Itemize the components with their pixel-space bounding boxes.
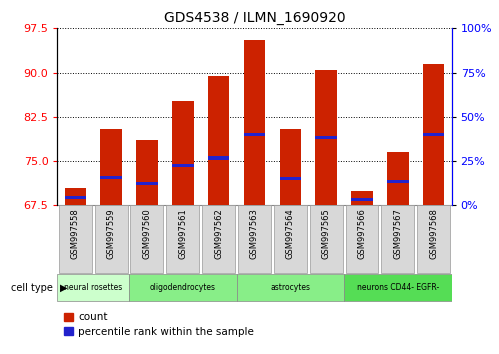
Bar (208, 156, 230, 160)
Bar (208, 75, 230, 205)
Bar (136, 182, 158, 185)
FancyBboxPatch shape (310, 205, 343, 273)
Text: ▶: ▶ (60, 282, 67, 293)
Bar (172, 164, 194, 167)
FancyBboxPatch shape (166, 205, 199, 273)
Bar (100, 176, 122, 179)
Bar (315, 70, 337, 205)
FancyBboxPatch shape (237, 274, 344, 301)
Bar (351, 198, 373, 201)
Bar (423, 64, 445, 205)
Bar (244, 133, 265, 136)
Bar (100, 129, 122, 205)
Text: astrocytes: astrocytes (270, 283, 310, 292)
Text: neurons CD44- EGFR-: neurons CD44- EGFR- (357, 283, 439, 292)
Legend: count, percentile rank within the sample: count, percentile rank within the sample (62, 312, 255, 338)
Bar (279, 177, 301, 181)
FancyBboxPatch shape (345, 205, 378, 273)
Bar (136, 141, 158, 205)
Bar (279, 129, 301, 205)
FancyBboxPatch shape (129, 274, 237, 301)
FancyBboxPatch shape (238, 205, 271, 273)
FancyBboxPatch shape (57, 274, 129, 301)
Bar (315, 136, 337, 139)
Text: GSM997561: GSM997561 (178, 208, 187, 259)
Text: GSM997562: GSM997562 (214, 208, 223, 259)
Text: GSM997563: GSM997563 (250, 208, 259, 259)
FancyBboxPatch shape (344, 274, 452, 301)
Bar (351, 190, 373, 205)
Bar (244, 40, 265, 205)
Bar (172, 101, 194, 205)
Text: GSM997565: GSM997565 (322, 208, 331, 259)
FancyBboxPatch shape (274, 205, 307, 273)
Text: GSM997560: GSM997560 (143, 208, 152, 259)
Text: oligodendrocytes: oligodendrocytes (150, 283, 216, 292)
Bar (387, 180, 409, 183)
FancyBboxPatch shape (417, 205, 450, 273)
FancyBboxPatch shape (202, 205, 235, 273)
Text: GSM997566: GSM997566 (357, 208, 366, 259)
Text: cell type: cell type (10, 282, 52, 293)
FancyBboxPatch shape (381, 205, 414, 273)
Bar (64, 196, 86, 199)
Bar (387, 152, 409, 205)
FancyBboxPatch shape (131, 205, 164, 273)
FancyBboxPatch shape (59, 205, 92, 273)
Bar (423, 133, 445, 136)
Bar (64, 188, 86, 205)
Title: GDS4538 / ILMN_1690920: GDS4538 / ILMN_1690920 (164, 11, 345, 24)
Text: GSM997559: GSM997559 (107, 208, 116, 259)
Text: GSM997564: GSM997564 (286, 208, 295, 259)
FancyBboxPatch shape (95, 205, 128, 273)
Text: neural rosettes: neural rosettes (64, 283, 122, 292)
Text: GSM997568: GSM997568 (429, 208, 438, 259)
Text: GSM997558: GSM997558 (71, 208, 80, 259)
Text: GSM997567: GSM997567 (393, 208, 402, 259)
